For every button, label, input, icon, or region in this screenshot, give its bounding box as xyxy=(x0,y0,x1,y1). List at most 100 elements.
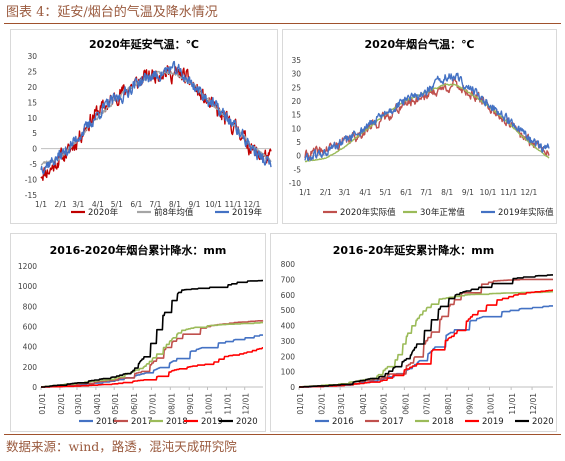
legend-label: 2018 xyxy=(432,417,454,427)
legend-label: 30年正常值 xyxy=(420,207,465,218)
x-tick-label: 01/01 xyxy=(38,393,47,415)
series-line-2017 xyxy=(40,319,264,388)
y-tick-label: 1200 xyxy=(18,262,37,271)
y-tick-label: 30 xyxy=(27,52,37,61)
y-tick-label: 10 xyxy=(291,124,301,133)
chart-title: 2020年延安气温：℃ xyxy=(89,38,199,51)
y-tick-label: -10 xyxy=(25,176,37,185)
x-tick-label: 9/1 xyxy=(462,188,474,197)
legend-label: 2020 xyxy=(236,417,258,427)
x-tick-label: 05/01 xyxy=(380,393,389,415)
series-line-2019年实际值 xyxy=(304,72,550,162)
legend-label: 前8年均值 xyxy=(154,207,194,218)
x-tick-label: 01/01 xyxy=(296,393,305,415)
figure-title: 图表 4：延安/烟台的气温及降水情况 xyxy=(6,5,218,20)
x-tick-label: 06/01 xyxy=(130,393,139,415)
x-tick-label: 04/01 xyxy=(93,393,102,415)
x-tick-label: 08/01 xyxy=(444,393,453,415)
legend-label: 2016 xyxy=(96,417,118,427)
chart-title: 2016-2020年烟台累计降水：mm xyxy=(49,244,227,257)
series-line-2020年 xyxy=(40,65,272,181)
x-tick-label: 08/01 xyxy=(167,393,176,415)
y-tick-label: 5 xyxy=(32,129,37,138)
y-tick-label: 0 xyxy=(32,145,37,154)
series-line-2018 xyxy=(40,321,264,388)
x-tick-label: 09/01 xyxy=(186,393,195,415)
x-tick-label: 07/01 xyxy=(148,393,157,415)
x-tick-label: 10/1 xyxy=(480,188,497,197)
legend: 2016 2017 2018 2019 2020 xyxy=(315,417,554,427)
x-tick-label: 5/1 xyxy=(111,200,123,209)
legend: 2020年 前8年均值 2019年 xyxy=(71,207,263,218)
y-tick-label: 300 xyxy=(281,337,296,346)
x-tick-label: 11/01 xyxy=(508,393,517,415)
yantai-precipitation-chart: 2016-2020年烟台累计降水：mm 0 200 400 600 800 1000 120… xyxy=(10,233,266,432)
chart-title: 2020年烟台气温：℃ xyxy=(364,38,475,51)
y-tick-label: 30 xyxy=(291,70,301,79)
legend-label: 2020年 xyxy=(88,207,119,218)
yanan-precipitation-chart: 2016-20年延安累计降水：mm 0 100 200 300 400 500 600 700… xyxy=(270,233,557,432)
x-tick-label: 5/1 xyxy=(379,188,391,197)
x-tick-label: 2/1 xyxy=(55,200,67,209)
chart-plot: 0 200 400 600 800 1000 1200 01/01 02/01 03/01 04/0… xyxy=(18,262,264,427)
x-tick-label: 4/1 xyxy=(359,188,371,197)
legend-label: 2018 xyxy=(166,417,188,427)
y-tick-label: -15 xyxy=(25,191,37,200)
x-tick-label: 10/1 xyxy=(205,200,222,209)
y-tick-label: 800 xyxy=(23,302,38,311)
x-tick-label: 02/01 xyxy=(57,393,66,415)
chart-plot: -15 -10 -5 0 5 10 15 20 25 30 1/1 2/1 3/1 4/1 5/1 6/1 7/… xyxy=(25,52,272,218)
y-tick-label: 10 xyxy=(27,114,37,123)
x-tick-label: 7/1 xyxy=(420,188,432,197)
y-tick-label: 600 xyxy=(23,323,38,332)
x-tick-label: 12/1 xyxy=(244,200,261,209)
legend-label: 2019年实际值 xyxy=(498,207,554,218)
legend-label: 2019年 xyxy=(232,207,263,218)
y-tick-label: -5 xyxy=(294,165,302,174)
x-tick-label: 05/01 xyxy=(111,393,120,415)
x-tick-label: 03/01 xyxy=(337,393,346,415)
y-tick-label: 500 xyxy=(281,306,296,315)
x-tick-label: 9/1 xyxy=(189,200,201,209)
x-tick-label: 10/01 xyxy=(205,393,214,415)
x-tick-label: 6/1 xyxy=(400,188,412,197)
x-tick-label: 10/01 xyxy=(487,393,496,415)
yantai-temperature-chart: 2020年烟台气温：℃ -10 -5 0 5 10 15 20 25 30 35 1/1 2/1 3/1… xyxy=(282,29,557,224)
legend: 2016 2017 2018 2019 2020 xyxy=(79,417,258,427)
y-tick-label: 5 xyxy=(296,138,301,147)
y-tick-label: 200 xyxy=(281,352,296,361)
legend-label: 2019 xyxy=(482,417,504,427)
series-line-2016 xyxy=(298,305,554,388)
y-tick-label: 35 xyxy=(291,56,301,65)
y-tick-label: 400 xyxy=(281,322,296,331)
x-tick-label: 2/1 xyxy=(320,188,332,197)
y-tick-label: 0 xyxy=(290,383,295,392)
x-tick-label: 1/1 xyxy=(35,200,47,209)
series-line-2020 xyxy=(40,279,264,388)
y-tick-label: 100 xyxy=(281,368,296,377)
x-tick-label: 09/01 xyxy=(466,393,475,415)
x-tick-label: 11/1 xyxy=(500,188,517,197)
y-tick-label: 800 xyxy=(281,260,296,269)
series-line-前8年均值 xyxy=(40,70,272,166)
y-tick-label: 700 xyxy=(281,275,296,284)
legend-label: 2020年实际值 xyxy=(340,207,396,218)
x-tick-label: 8/1 xyxy=(169,200,181,209)
x-tick-label: 8/1 xyxy=(441,188,453,197)
y-tick-label: 600 xyxy=(281,291,296,300)
x-tick-label: 12/01 xyxy=(242,393,251,415)
x-tick-label: 12/1 xyxy=(520,188,537,197)
y-tick-label: 1000 xyxy=(18,282,37,291)
y-tick-label: 25 xyxy=(27,67,37,76)
y-tick-label: 15 xyxy=(291,111,301,120)
x-tick-label: 3/1 xyxy=(72,200,84,209)
chart-plot: 0 100 200 300 400 500 600 700 800 01/01 02/01 03/01… xyxy=(281,260,554,427)
series-line-2018 xyxy=(298,290,554,388)
series-line-2019年 xyxy=(40,60,272,175)
legend: 2020年实际值 30年正常值 2019年实际值 xyxy=(323,207,554,218)
y-tick-label: 20 xyxy=(27,83,37,92)
legend-label: 2016 xyxy=(332,417,354,427)
chart-title: 2016-20年延安累计降水：mm xyxy=(332,244,495,257)
y-tick-label: 25 xyxy=(291,83,301,92)
x-tick-label: 11/01 xyxy=(223,393,232,415)
